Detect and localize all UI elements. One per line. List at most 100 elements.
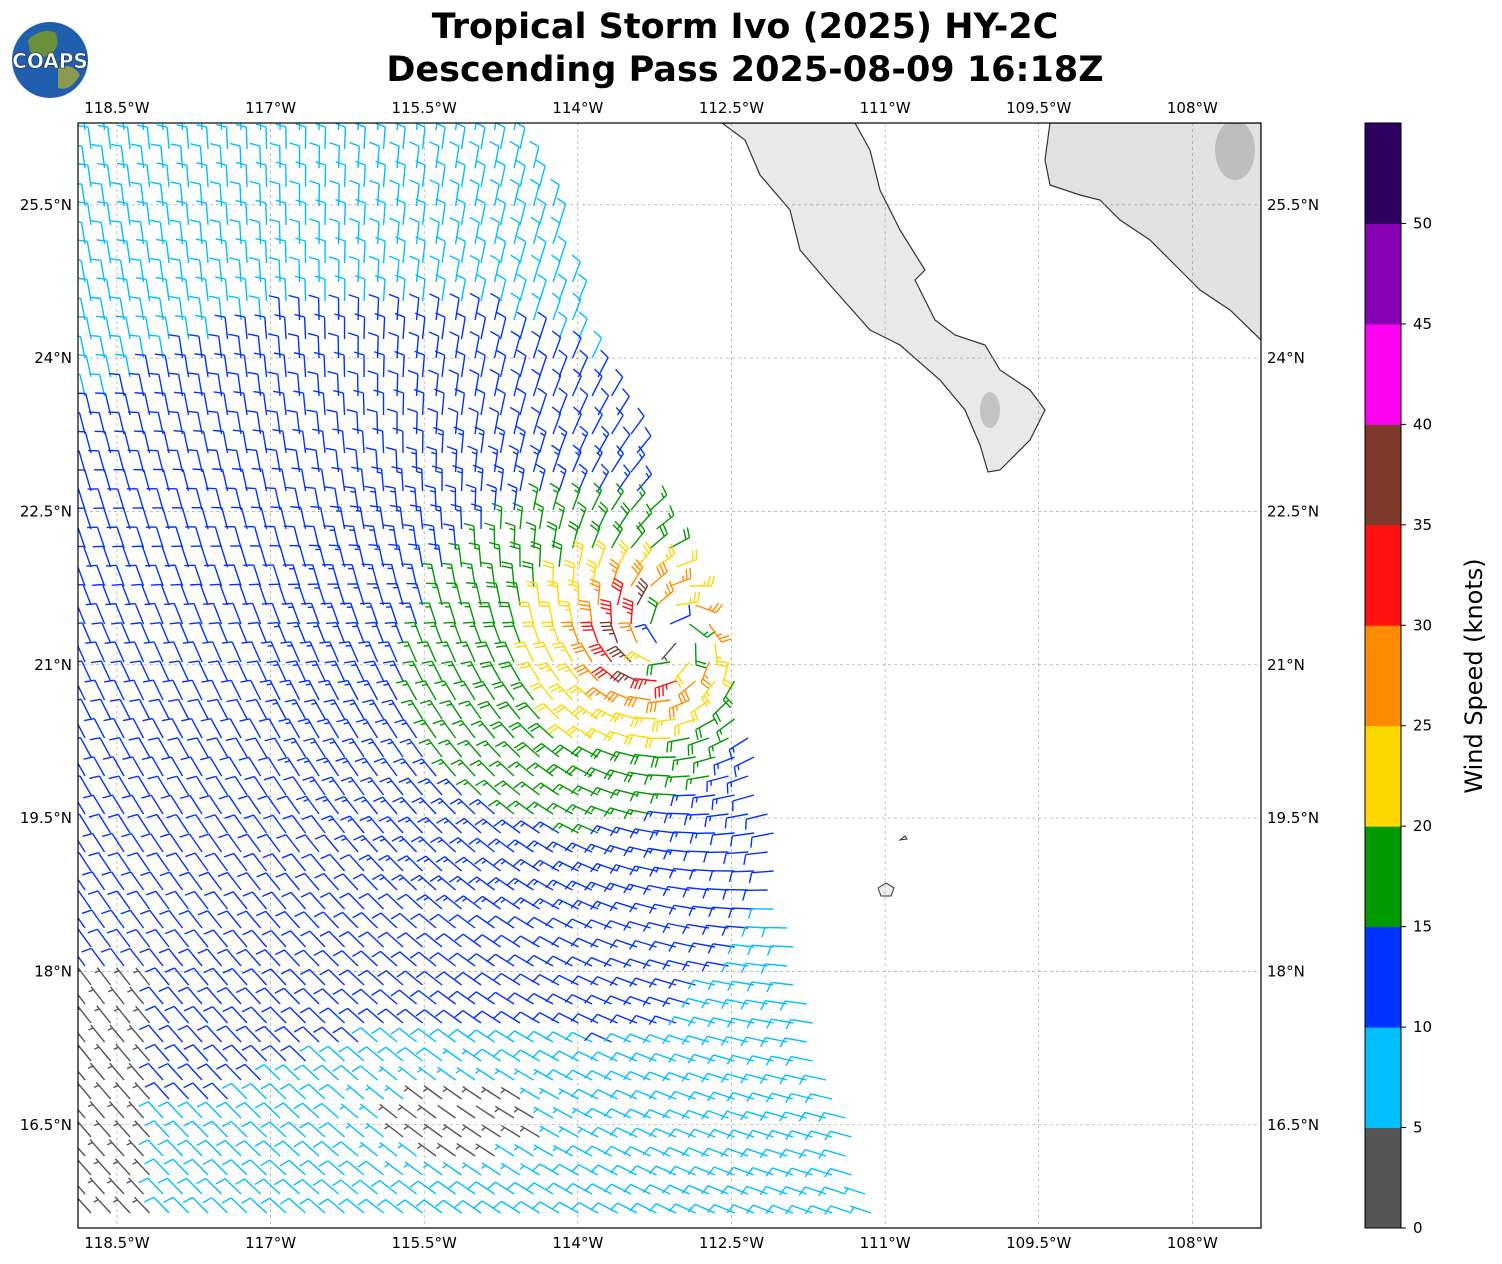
wind-barb <box>158 986 184 1005</box>
wind-barb <box>207 660 229 682</box>
wind-barb <box>662 1184 690 1195</box>
wind-barb <box>545 879 573 891</box>
wind-barb <box>308 294 320 321</box>
wind-barb <box>357 1160 384 1176</box>
wind-barb <box>194 353 209 378</box>
wind-barb <box>591 368 603 397</box>
wind-barb <box>298 679 320 701</box>
wind-barb <box>122 717 145 739</box>
wind-barb <box>183 602 203 625</box>
wind-barb <box>402 660 424 682</box>
wind-barb <box>224 775 248 796</box>
wind-barb <box>474 818 501 834</box>
wind-barb <box>229 180 242 207</box>
wind-barb <box>468 837 495 853</box>
wind-barb <box>551 860 579 872</box>
wind-barb <box>279 123 281 131</box>
wind-barb <box>241 1082 268 1100</box>
wind-barb <box>372 427 385 454</box>
lon-tick-top: 111°W <box>860 99 911 117</box>
wind-barb <box>525 1182 554 1195</box>
wind-barb <box>219 756 242 777</box>
wind-barb <box>668 1165 696 1176</box>
wind-barb <box>415 236 426 264</box>
wind-barb <box>184 564 203 587</box>
wind-barb <box>254 1140 281 1157</box>
wind-barb <box>116 239 131 264</box>
wind-barb <box>129 698 151 720</box>
wind-barb <box>400 699 424 720</box>
wind-barb <box>469 759 496 777</box>
wind-barb <box>293 390 307 416</box>
wind-barb <box>434 388 445 416</box>
wind-barb <box>720 1110 749 1121</box>
wind-barb <box>668 1128 696 1138</box>
wind-barb <box>422 1161 443 1176</box>
wind-barb <box>78 526 86 549</box>
wind-barb <box>145 928 170 948</box>
wind-barb <box>472 464 484 492</box>
wind-barb <box>475 1143 495 1157</box>
lon-tick-top: 115.5°W <box>392 99 457 117</box>
wind-barb <box>584 727 612 739</box>
wind-barb <box>318 123 320 131</box>
wind-barb <box>152 507 170 530</box>
wind-barb <box>669 527 691 549</box>
wind-barb <box>163 1120 190 1138</box>
logo-text: COAPS <box>12 49 88 73</box>
wind-barb <box>748 870 774 884</box>
wind-barb <box>409 989 437 1005</box>
wind-barb <box>512 1011 540 1024</box>
wind-barb <box>397 641 418 663</box>
wind-barb <box>349 505 365 530</box>
wind-barb <box>78 761 86 777</box>
wind-barb <box>433 426 444 454</box>
wind-barb <box>164 564 184 587</box>
wind-barb <box>353 796 379 815</box>
wind-barb <box>347 370 359 397</box>
wind-barb <box>415 274 426 302</box>
colorbar-tick: 50 <box>1413 214 1432 232</box>
wind-barb <box>720 1073 749 1084</box>
wind-barb <box>358 854 385 872</box>
wind-barb <box>106 1177 125 1195</box>
wind-barb <box>681 1184 710 1195</box>
wind-barb <box>707 1166 735 1176</box>
wind-barb <box>512 973 540 986</box>
wind-barb <box>495 159 506 188</box>
wind-barb <box>133 430 151 454</box>
wind-barb <box>238 795 262 815</box>
wind-barb <box>650 561 668 587</box>
wind-barb <box>167 737 190 758</box>
wind-barb <box>337 123 340 131</box>
wind-barb <box>132 507 151 530</box>
wind-barb <box>465 484 477 511</box>
wind-barb <box>530 254 541 283</box>
wind-barb <box>255 949 281 967</box>
wind-barb <box>394 719 418 739</box>
wind-barb <box>221 641 242 663</box>
wind-barb <box>382 660 404 682</box>
wind-barb <box>279 1197 307 1214</box>
wind-barb <box>447 407 459 435</box>
wind-barb <box>689 832 716 844</box>
wind-barb <box>493 1010 521 1024</box>
wind-barb <box>87 928 112 948</box>
wind-barb <box>429 217 440 245</box>
wind-barb <box>368 255 380 283</box>
wind-barb <box>215 238 229 264</box>
wind-barb <box>493 1200 521 1214</box>
wind-barb <box>101 832 125 853</box>
wind-barb <box>564 842 593 853</box>
wind-barb <box>537 311 548 340</box>
wind-barb <box>570 937 599 948</box>
wind-barb <box>702 887 729 899</box>
wind-barb <box>643 774 671 785</box>
wind-barb <box>515 425 526 454</box>
wind-barb <box>415 1199 443 1214</box>
wind-barb <box>513 123 517 131</box>
wind-barb <box>416 894 443 910</box>
wind-barb <box>78 1159 92 1176</box>
wind-barb <box>328 218 340 245</box>
wind-barb <box>415 932 443 948</box>
